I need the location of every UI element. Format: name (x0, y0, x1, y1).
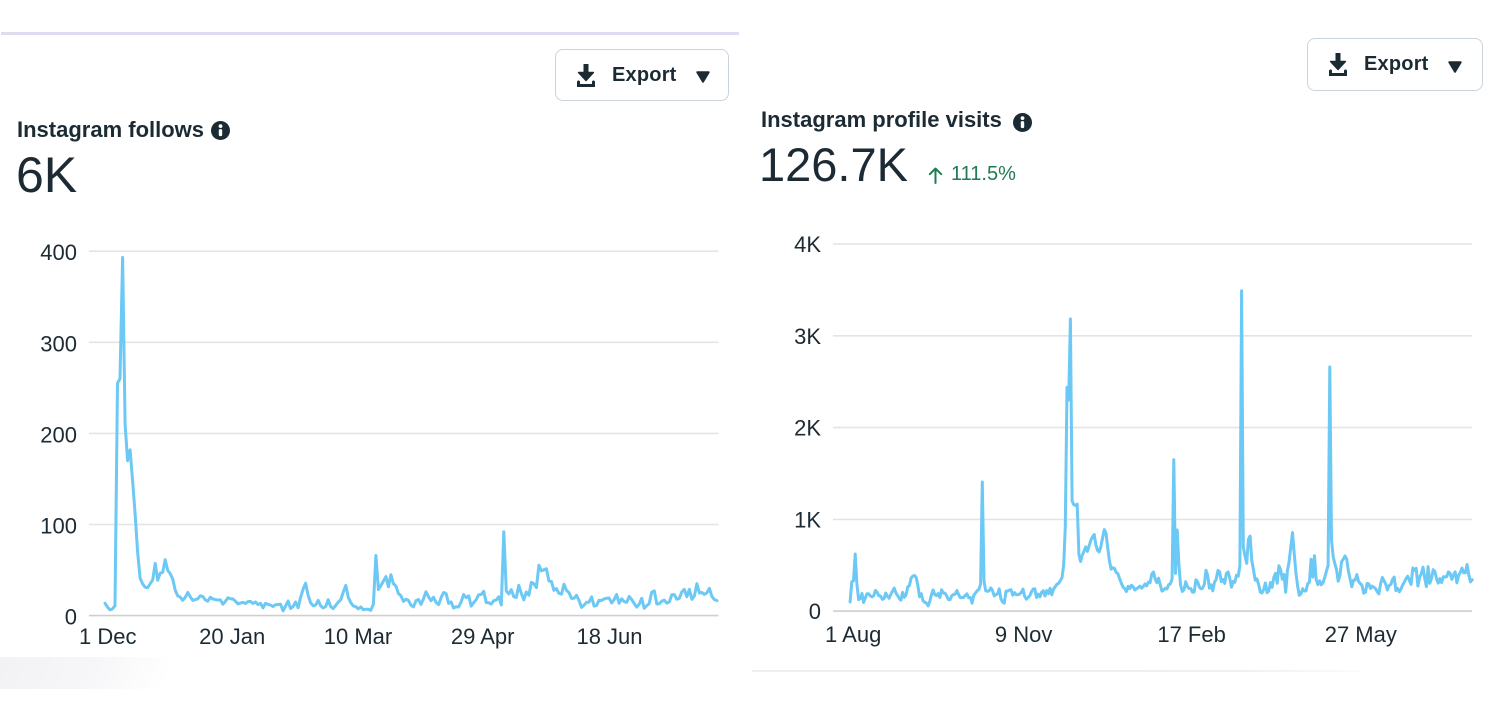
svg-text:17 Feb: 17 Feb (1157, 622, 1226, 647)
svg-text:1 Dec: 1 Dec (79, 624, 136, 649)
svg-text:4K: 4K (794, 232, 821, 257)
svg-text:3K: 3K (794, 324, 821, 349)
svg-text:300: 300 (40, 331, 77, 356)
svg-text:0: 0 (809, 599, 821, 624)
svg-text:100: 100 (40, 514, 77, 539)
svg-text:10 Mar: 10 Mar (324, 624, 392, 649)
svg-text:20 Jan: 20 Jan (199, 624, 265, 649)
svg-text:400: 400 (40, 240, 77, 265)
svg-text:29 Apr: 29 Apr (451, 624, 515, 649)
svg-text:1K: 1K (794, 507, 821, 532)
svg-text:18 Jun: 18 Jun (576, 624, 642, 649)
svg-text:27 May: 27 May (1325, 622, 1397, 647)
svg-text:0: 0 (65, 605, 77, 630)
svg-text:1 Aug: 1 Aug (825, 622, 881, 647)
svg-text:200: 200 (40, 422, 77, 447)
svg-text:2K: 2K (794, 416, 821, 441)
svg-text:9 Nov: 9 Nov (995, 622, 1052, 647)
